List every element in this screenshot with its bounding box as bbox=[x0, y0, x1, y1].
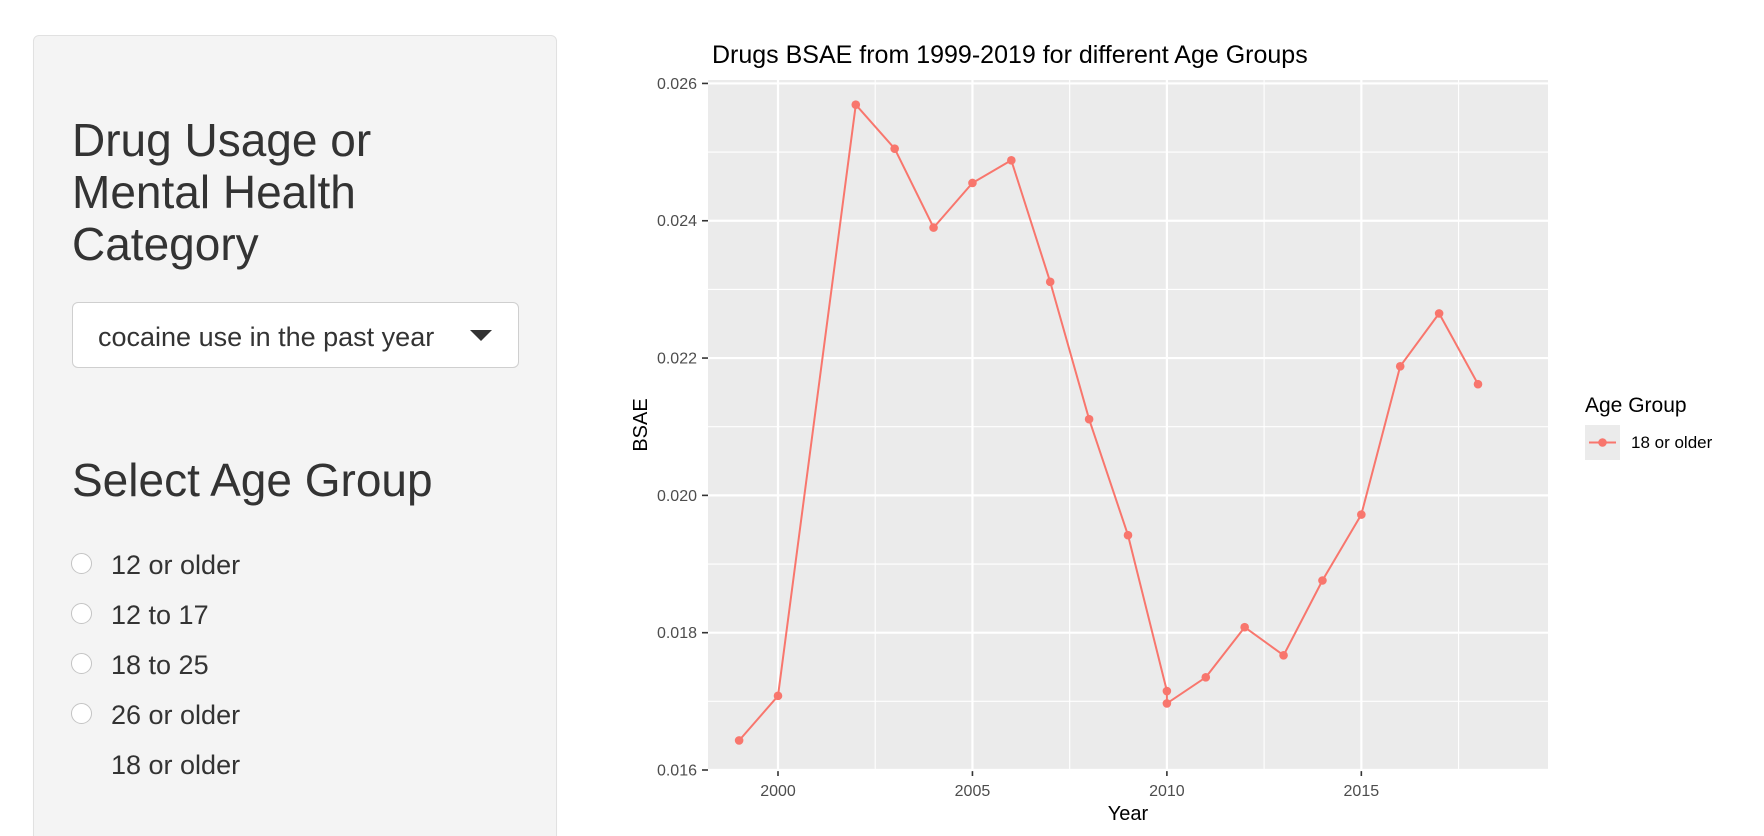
x-axis-label: Year bbox=[1108, 803, 1149, 825]
x-tick-label: 2010 bbox=[1149, 783, 1185, 800]
data-point bbox=[1279, 651, 1288, 660]
age-option-label: 18 to 25 bbox=[111, 650, 209, 680]
radio-button[interactable] bbox=[71, 553, 92, 574]
data-point bbox=[1084, 414, 1094, 424]
plot-panel bbox=[708, 80, 1548, 770]
category-select-value: cocaine use in the past year bbox=[98, 322, 435, 352]
legend-key-point bbox=[1598, 438, 1607, 447]
sidebar-panel: Drug Usage or Mental Health Category coc… bbox=[33, 35, 557, 836]
age-group-heading: Select Age Group bbox=[72, 454, 433, 506]
y-tick-label: 0.022 bbox=[657, 351, 697, 368]
age-option-12-or-older[interactable]: 12 or older bbox=[71, 549, 371, 581]
y-axis-label: BSAE bbox=[630, 398, 652, 451]
age-option-26-or-older[interactable]: 26 or older bbox=[71, 699, 371, 731]
age-option-label: 26 or older bbox=[111, 700, 241, 730]
x-tick-label: 2005 bbox=[955, 783, 991, 800]
data-point bbox=[1434, 309, 1444, 318]
radio-button[interactable] bbox=[71, 603, 92, 624]
chart-area: 2000 2005 2010 2015 0.016 0.018 0.020 0.022 0.02… bbox=[600, 0, 1764, 836]
data-point bbox=[1357, 510, 1366, 519]
radio-button[interactable] bbox=[71, 653, 92, 674]
y-tick-label: 0.024 bbox=[657, 213, 697, 230]
age-option-12-to-17[interactable]: 12 to 17 bbox=[71, 599, 371, 631]
line-chart: 2000 2005 2010 2015 0.016 0.018 0.020 0.022 0.02… bbox=[630, 41, 1713, 825]
data-point bbox=[1007, 156, 1016, 165]
data-point bbox=[1201, 673, 1211, 682]
chart-title: Drugs BSAE from 1999-2019 for different … bbox=[712, 41, 1308, 69]
category-select[interactable]: cocaine use in the past year bbox=[72, 302, 519, 368]
x-tick-label: 2000 bbox=[760, 783, 796, 800]
x-tick-label: 2015 bbox=[1344, 783, 1380, 800]
age-option-label: 12 or older bbox=[111, 550, 241, 580]
data-point bbox=[1162, 686, 1172, 696]
data-point bbox=[1318, 576, 1327, 585]
age-option-label: 18 or older bbox=[111, 750, 241, 780]
chevron-down-icon bbox=[470, 330, 492, 341]
data-point bbox=[1240, 622, 1249, 632]
y-tick-label: 0.020 bbox=[657, 488, 697, 505]
legend-title: Age Group bbox=[1585, 394, 1687, 417]
age-option-18-or-older[interactable]: 18 or older bbox=[71, 749, 371, 781]
data-point bbox=[890, 144, 899, 153]
y-tick-label: 0.016 bbox=[657, 763, 697, 780]
data-point bbox=[1395, 361, 1405, 371]
data-point bbox=[1123, 530, 1133, 540]
data-point bbox=[734, 736, 744, 745]
data-point bbox=[851, 100, 861, 110]
radio-button[interactable] bbox=[71, 703, 92, 724]
age-option-label: 12 to 17 bbox=[111, 600, 209, 630]
category-heading: Drug Usage or Mental Health Category bbox=[72, 114, 372, 270]
data-point bbox=[1473, 379, 1483, 389]
age-option-18-to-25[interactable]: 18 to 25 bbox=[71, 649, 371, 681]
y-tick-label: 0.018 bbox=[657, 625, 697, 642]
data-point bbox=[929, 223, 938, 232]
data-point bbox=[773, 691, 783, 701]
data-point bbox=[968, 178, 977, 188]
series-line bbox=[738, 102, 1479, 742]
data-point bbox=[1045, 277, 1055, 287]
y-tick-label: 0.026 bbox=[657, 76, 697, 93]
data-point bbox=[1162, 699, 1172, 708]
legend-entry-label: 18 or older bbox=[1631, 433, 1713, 452]
